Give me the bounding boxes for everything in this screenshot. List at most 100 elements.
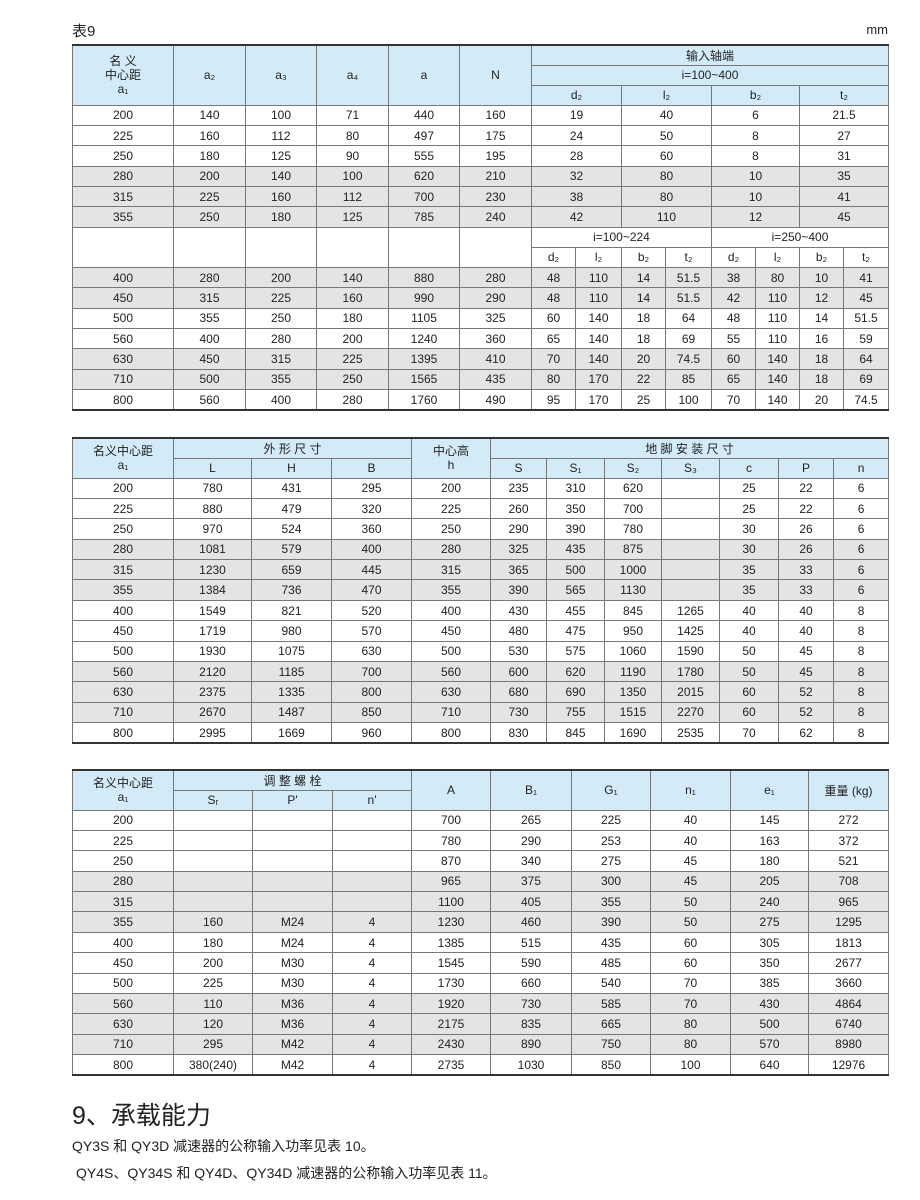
table-cell: 950 bbox=[604, 620, 662, 642]
table-cell: 160 bbox=[459, 104, 532, 126]
table-cell bbox=[332, 870, 412, 893]
table-cell: 355 bbox=[411, 579, 491, 601]
blank-cell bbox=[173, 226, 246, 268]
header-line: 名 义 bbox=[109, 54, 137, 69]
table-cell: 530 bbox=[490, 640, 547, 663]
table-cell: 4 bbox=[332, 993, 412, 1015]
table-cell: 45 bbox=[778, 640, 834, 663]
table-cell: 50 bbox=[719, 640, 779, 663]
table-row: 500 225 M30 4 1730 660 540 70 385 3660 bbox=[72, 972, 889, 995]
table-cell: 430 bbox=[730, 993, 809, 1015]
table-cell: 410 bbox=[459, 348, 532, 370]
table-cell: 4 bbox=[332, 911, 412, 933]
table-cell: 1265 bbox=[661, 599, 720, 622]
table-cell: 1130 bbox=[604, 579, 662, 601]
table-cell: 32 bbox=[531, 165, 622, 188]
table-cell: 60 bbox=[621, 145, 712, 167]
table-cell: 1335 bbox=[251, 681, 332, 703]
table-cell: 315 bbox=[72, 559, 174, 581]
table-row: 250 180 125 90 555 195 28 60 8 31 bbox=[72, 145, 890, 167]
header-foundation-col: c bbox=[719, 457, 779, 479]
table-cell: 1240 bbox=[388, 328, 460, 350]
table-cell: 225 bbox=[72, 497, 174, 520]
table-cell: 800 bbox=[72, 722, 174, 744]
table-row: 560 400 280 200 1240 360 65 140 18 69 55 110 16 59 bbox=[72, 328, 890, 350]
table-cell: 280 bbox=[173, 266, 246, 289]
table-cell: 210 bbox=[459, 165, 532, 188]
table-cell: 1730 bbox=[411, 972, 491, 995]
table-row: 630 2375 1335 800 630 680 690 1350 2015 60 52 8 bbox=[72, 681, 890, 703]
table-cell: 225 bbox=[72, 124, 174, 147]
header-B1: B₁ bbox=[490, 769, 572, 811]
table-cell: 80 bbox=[650, 1033, 731, 1056]
table-cell: 960 bbox=[331, 722, 412, 744]
table-cell: 372 bbox=[808, 829, 889, 852]
table-cell bbox=[332, 809, 412, 831]
table-cell: 18 bbox=[799, 348, 844, 370]
table-row: 710 500 355 250 1565 435 80 170 22 85 65 140 18 69 bbox=[72, 368, 890, 391]
table-cell: 630 bbox=[72, 1013, 174, 1035]
table-cell bbox=[173, 809, 253, 831]
table-cell: 14 bbox=[621, 266, 666, 289]
bolt-weight-table: 名义中心距 a₁ 调 整 螺 栓 A B₁ G₁ n₁ e₁ 重量 (kg) S… bbox=[72, 769, 889, 1077]
table-cell: 110 bbox=[575, 266, 622, 289]
table-cell: 355 bbox=[173, 307, 246, 330]
table-cell: 875 bbox=[604, 538, 662, 561]
table-cell: 6 bbox=[832, 559, 890, 581]
header-ratio-low: i=100~224 bbox=[531, 226, 712, 248]
table-cell bbox=[332, 850, 412, 872]
table-cell: 60 bbox=[650, 952, 731, 974]
table-cell: 33 bbox=[778, 579, 834, 601]
paragraph: QY4S、QY34S 和 QY4D、QY34D 减速器的公称输入功率见表 11。 bbox=[76, 1165, 497, 1181]
table-cell: 280 bbox=[72, 538, 174, 561]
table-cell: 26 bbox=[778, 538, 834, 561]
table-cell: 112 bbox=[316, 186, 389, 208]
table-cell: 200 bbox=[245, 266, 317, 289]
table-cell: 160 bbox=[173, 911, 253, 933]
table-cell: 45 bbox=[842, 287, 890, 309]
table-cell: M42 bbox=[252, 1033, 333, 1056]
table-cell: 200 bbox=[72, 104, 174, 126]
table-cell: 400 bbox=[72, 931, 174, 954]
table-cell: 470 bbox=[331, 579, 412, 601]
table-cell: 700 bbox=[604, 497, 662, 520]
header-foundation-col: S₃ bbox=[661, 457, 720, 479]
table-cell: 555 bbox=[388, 145, 460, 167]
table-cell bbox=[173, 870, 253, 893]
table-row: 200 140 100 71 440 160 19 40 6 21.5 bbox=[72, 104, 890, 126]
table-cell: 70 bbox=[531, 348, 576, 370]
table-cell: 4 bbox=[332, 972, 412, 995]
table-cell: 180 bbox=[730, 850, 809, 872]
table-cell: 69 bbox=[842, 368, 890, 391]
table-cell: 1060 bbox=[604, 640, 662, 663]
table-cell: 8 bbox=[832, 722, 890, 744]
table-cell: 540 bbox=[571, 972, 651, 995]
table-row: 630 450 315 225 1395 410 70 140 20 74.5 60 140 18 64 bbox=[72, 348, 890, 370]
table-cell: 8980 bbox=[808, 1033, 889, 1056]
table-row: 225 780 290 253 40 163 372 bbox=[72, 829, 889, 852]
table-cell: 140 bbox=[245, 165, 317, 188]
table-cell: 6 bbox=[832, 477, 890, 499]
table-cell: 1780 bbox=[661, 661, 720, 683]
table-cell: 30 bbox=[719, 518, 779, 540]
table-cell: 800 bbox=[72, 1054, 174, 1076]
table-cell: 490 bbox=[459, 389, 532, 411]
table-cell: 736 bbox=[251, 579, 332, 601]
blank-cell bbox=[245, 226, 317, 268]
table-cell: 14 bbox=[621, 287, 666, 309]
table-cell: 20 bbox=[621, 348, 666, 370]
table-cell: 385 bbox=[730, 972, 809, 995]
table-cell: 55 bbox=[711, 328, 756, 350]
table-cell: 400 bbox=[72, 599, 174, 622]
table-cell bbox=[252, 829, 333, 852]
table-cell: 140 bbox=[173, 104, 246, 126]
table-cell: 570 bbox=[331, 620, 412, 642]
table-cell: 10 bbox=[711, 165, 800, 188]
table-cell: 1395 bbox=[388, 348, 460, 370]
table-cell: 163 bbox=[730, 829, 809, 852]
header-foundation-col: S bbox=[490, 457, 547, 479]
table-cell: 51.5 bbox=[665, 287, 712, 309]
table-cell: 18 bbox=[621, 328, 666, 350]
table-cell: 170 bbox=[575, 368, 622, 391]
